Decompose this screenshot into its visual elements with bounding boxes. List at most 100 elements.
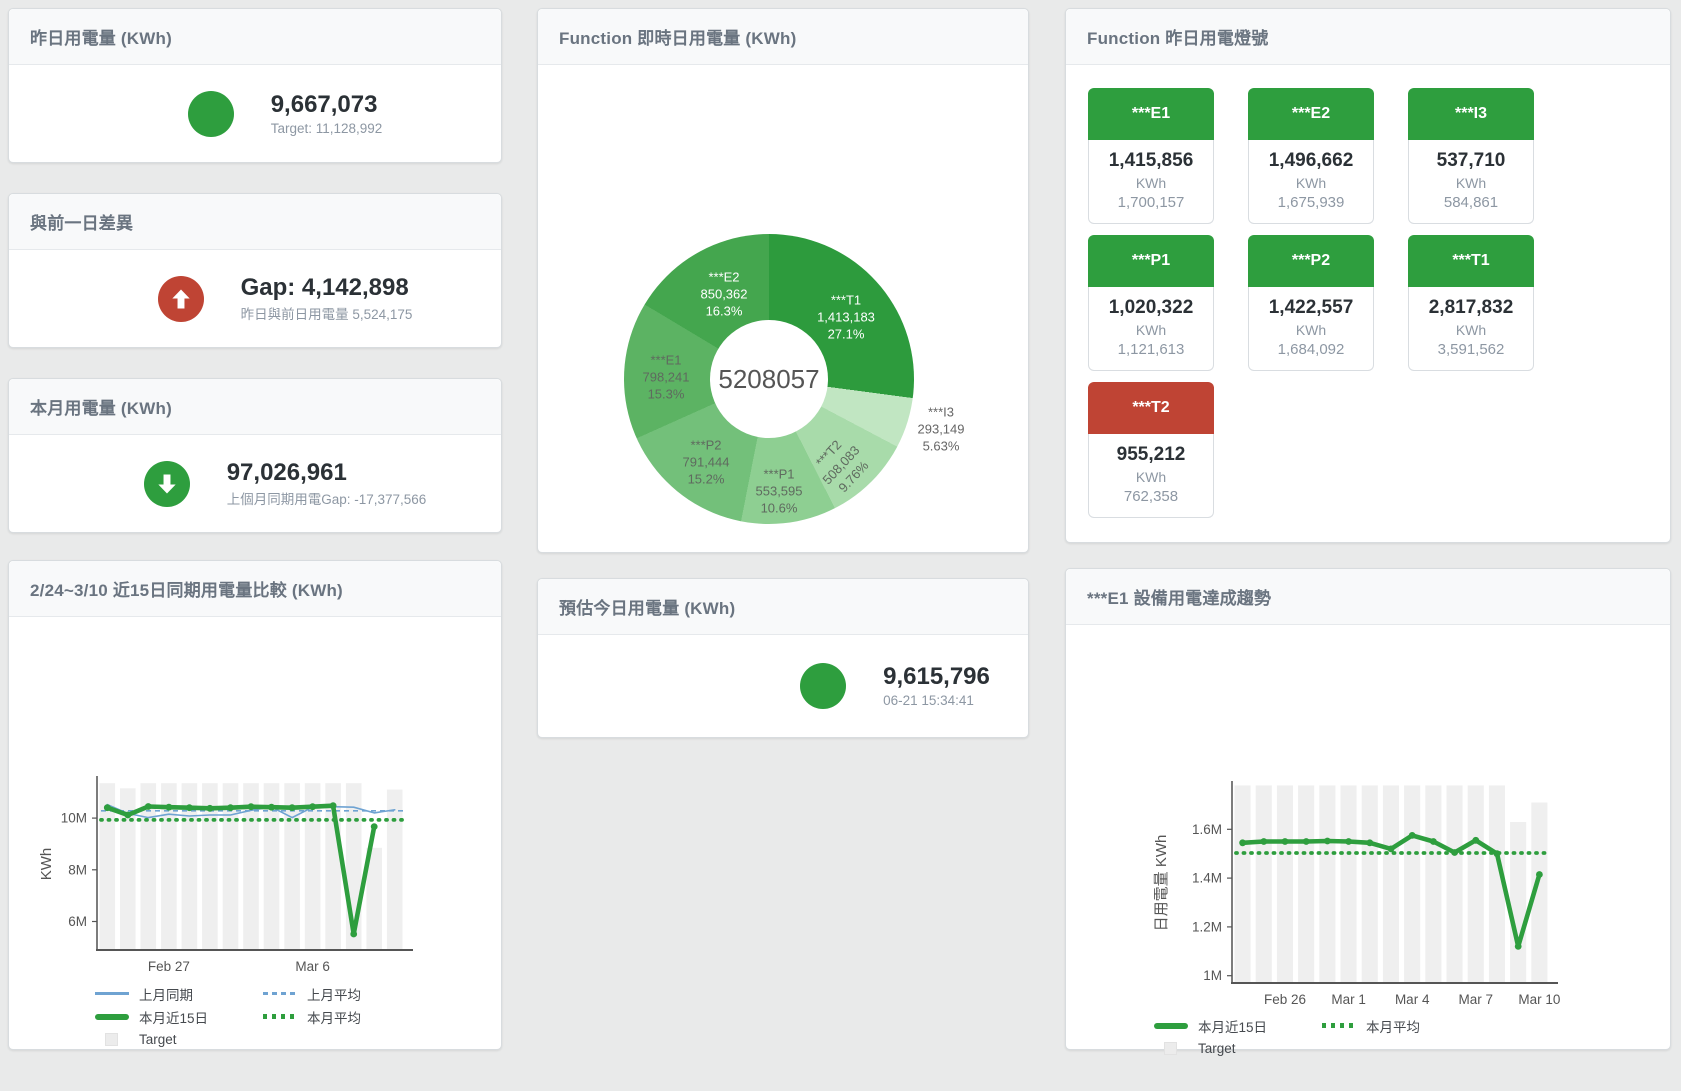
legend-item-上月同期[interactable]: 上月同期 — [95, 983, 263, 1004]
light-card-unit: KWh — [1135, 175, 1167, 191]
legend-label: 本月平均 — [1366, 1019, 1420, 1035]
light-card-P1[interactable]: ***P1 1,020,322 KWh 1,121,613 — [1088, 235, 1214, 371]
donut-label-e1: ***E1 798,241 15.3% — [642, 352, 690, 402]
legend-item-本月平均[interactable]: 本月平均 — [263, 1006, 431, 1027]
svg-text:1.2M: 1.2M — [1192, 919, 1222, 934]
panel-month-header: 本月用電量 (KWh) — [9, 379, 501, 435]
light-card-body: 1,020,322 KWh 1,121,613 — [1088, 287, 1214, 371]
svg-text:1M: 1M — [1203, 968, 1222, 983]
panel-today-estimate-body: 9,615,796 06-21 15:34:41 — [538, 635, 1028, 736]
legend-label: Target — [139, 1032, 177, 1047]
panel-day-gap-body: Gap: 4,142,898 昨日與前日用電量 5,524,175 — [9, 250, 501, 347]
legend-swatch-dot — [263, 1014, 297, 1019]
svg-text:Mar 6: Mar 6 — [295, 959, 330, 974]
legend-item-本月平均[interactable]: 本月平均 — [1322, 1015, 1490, 1036]
panel-e1-trend: ***E1 設備用電達成趨勢 1M 1.2M 1.4M 1.6M Feb 26 Mar 1… — [1065, 568, 1671, 1056]
light-card-target: 762,358 — [1123, 488, 1179, 505]
svg-text:Mar 7: Mar 7 — [1459, 992, 1494, 1007]
panel-month-usage: 本月用電量 (KWh) 97,026,961 上個月同期用電Gap: -17,3… — [8, 378, 502, 533]
light-card-label: ***E2 — [1248, 88, 1374, 140]
light-card-T1[interactable]: ***T1 2,817,832 KWh 3,591,562 — [1408, 235, 1534, 371]
panel-day-gap: 與前一日差異 Gap: 4,142,898 昨日與前日用電量 5,524,175 — [8, 193, 502, 348]
light-card-unit: KWh — [1295, 322, 1327, 338]
legend-swatch-dot — [1322, 1023, 1356, 1028]
panel-today-estimate-header: 預估今日用電量 (KWh) — [538, 579, 1028, 635]
light-card-value: 2,817,832 — [1428, 297, 1514, 318]
light-card-value: 1,020,322 — [1108, 297, 1194, 318]
light-card-E1[interactable]: ***E1 1,415,856 KWh 1,700,157 — [1088, 88, 1214, 224]
legend-swatch-dash — [263, 992, 297, 995]
light-card-unit: KWh — [1135, 322, 1167, 338]
panel-yesterday-header: 昨日用電量 (KWh) — [9, 9, 501, 65]
light-card-label: ***I3 — [1408, 88, 1534, 140]
legend-label: 本月平均 — [307, 1010, 361, 1026]
panel-e1-trend-title: ***E1 設備用電達成趨勢 — [1087, 589, 1272, 608]
panel-yesterday-usage: 昨日用電量 (KWh) 9,667,073 Target: 11,128,992 — [8, 8, 502, 163]
legend-item-本月近15日[interactable]: 本月近15日 — [1154, 1015, 1322, 1036]
light-card-body: 1,422,557 KWh 1,684,092 — [1248, 287, 1374, 371]
light-card-E2[interactable]: ***E2 1,496,662 KWh 1,675,939 — [1248, 88, 1374, 224]
svg-text:6M: 6M — [68, 914, 87, 929]
light-card-target: 1,121,613 — [1117, 341, 1185, 358]
legend-label: Target — [1198, 1041, 1236, 1056]
donut-label-e2: ***E2 850,362 16.3% — [700, 269, 748, 319]
panel-15day-compare-title: 2/24~3/10 近15日同期用電量比較 (KWh) — [30, 581, 343, 600]
light-card-value: 955,212 — [1116, 444, 1186, 465]
light-card-value: 1,415,856 — [1108, 150, 1194, 171]
light-card-label: ***T1 — [1408, 235, 1534, 287]
svg-text:Mar 1: Mar 1 — [1331, 992, 1366, 1007]
legend-label: 上月同期 — [139, 987, 193, 1003]
panel-realtime-title: Function 即時日用電量 (KWh) — [559, 29, 797, 48]
donut-total-value: 5208057 — [718, 363, 820, 394]
donut-label-i3: ***I3 293,149 5.63% — [917, 404, 965, 454]
light-card-label: ***P2 — [1248, 235, 1374, 287]
yesterday-value: 9,667,073 — [270, 91, 378, 119]
panel-yesterday-title: 昨日用電量 (KWh) — [30, 29, 172, 48]
light-card-body: 1,415,856 KWh 1,700,157 — [1088, 140, 1214, 224]
panel-e1-trend-header: ***E1 設備用電達成趨勢 — [1066, 569, 1670, 625]
panel-realtime-body: ***T1 1,413,183 27.1% ***E2 850,362 16.3… — [538, 65, 1028, 553]
svg-text:Mar 10: Mar 10 — [1518, 992, 1560, 1007]
light-card-unit: KWh — [1135, 469, 1167, 485]
light-card-target: 1,684,092 — [1277, 341, 1345, 358]
legend-item-本月近15日[interactable]: 本月近15日 — [95, 1006, 263, 1027]
panel-e1-trend-body: 1M 1.2M 1.4M 1.6M Feb 26 Mar 1 Mar 4 Mar 7 Mar 1… — [1066, 625, 1670, 1056]
panel-day-gap-title: 與前一日差異 — [30, 214, 134, 233]
arrow-down-icon — [143, 460, 190, 507]
light-card-unit: KWh — [1295, 175, 1327, 191]
lights-grid: ***E1 1,415,856 KWh 1,700,157 ***E2 1,496,662… — [1088, 88, 1534, 518]
compare-chart[interactable]: 6M 8M 10M Feb 27 Mar 6 KWh — [9, 617, 501, 982]
light-card-body: 955,212 KWh 762,358 — [1088, 434, 1214, 518]
legend-swatch-thick — [1154, 1022, 1188, 1029]
yesterday-target: Target: 11,128,992 — [270, 120, 383, 136]
light-card-target: 1,675,939 — [1277, 194, 1345, 211]
light-card-body: 537,710 KWh 584,861 — [1408, 140, 1534, 224]
light-card-body: 1,496,662 KWh 1,675,939 — [1248, 140, 1374, 224]
panel-yesterday-lights-body: ***E1 1,415,856 KWh 1,700,157 ***E2 1,496,662… — [1066, 65, 1670, 543]
light-card-P2[interactable]: ***P2 1,422,557 KWh 1,684,092 — [1248, 235, 1374, 371]
legend-item-上月平均[interactable]: 上月平均 — [263, 983, 431, 1004]
compare-chart-legend: 上月同期 上月平均 本月近15日 本月平均 Target — [95, 983, 431, 1050]
donut-label-p2: ***P2 791,444 15.2% — [682, 437, 730, 487]
svg-text:Mar 4: Mar 4 — [1395, 992, 1430, 1007]
panel-15day-compare-header: 2/24~3/10 近15日同期用電量比較 (KWh) — [9, 561, 501, 617]
light-card-I3[interactable]: ***I3 537,710 KWh 584,861 — [1408, 88, 1534, 224]
svg-text:1.4M: 1.4M — [1192, 871, 1222, 886]
day-gap-value: Gap: 4,142,898 — [240, 273, 409, 301]
legend-swatch-thick — [95, 1013, 129, 1020]
light-card-label: ***P1 — [1088, 235, 1214, 287]
legend-item-Target[interactable]: Target — [95, 1029, 263, 1050]
legend-label: 本月近15日 — [1198, 1019, 1268, 1035]
light-card-label: ***E1 — [1088, 88, 1214, 140]
month-value: 97,026,961 — [226, 458, 347, 486]
panel-yesterday-lights: Function 昨日用電燈號 ***E1 1,415,856 KWh 1,700,1… — [1065, 8, 1671, 543]
light-card-value: 1,496,662 — [1268, 150, 1354, 171]
light-card-T2[interactable]: ***T2 955,212 KWh 762,358 — [1088, 382, 1214, 518]
legend-swatch-square — [1164, 1042, 1177, 1055]
panel-today-estimate-title: 預估今日用電量 (KWh) — [559, 599, 736, 618]
light-card-label: ***T2 — [1088, 382, 1214, 434]
panel-month-title: 本月用電量 (KWh) — [30, 399, 172, 418]
legend-item-Target[interactable]: Target — [1154, 1038, 1322, 1059]
e1-trend-chart[interactable]: 1M 1.2M 1.4M 1.6M Feb 26 Mar 1 Mar 4 Mar 7 Mar 1… — [1066, 625, 1670, 1015]
